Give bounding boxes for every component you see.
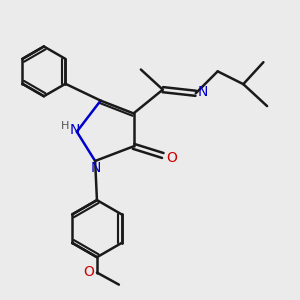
Text: H: H	[61, 121, 69, 131]
Text: O: O	[167, 151, 177, 165]
Text: N: N	[197, 85, 208, 99]
Text: N: N	[91, 160, 101, 175]
Text: N: N	[70, 123, 80, 137]
Text: O: O	[83, 265, 94, 279]
